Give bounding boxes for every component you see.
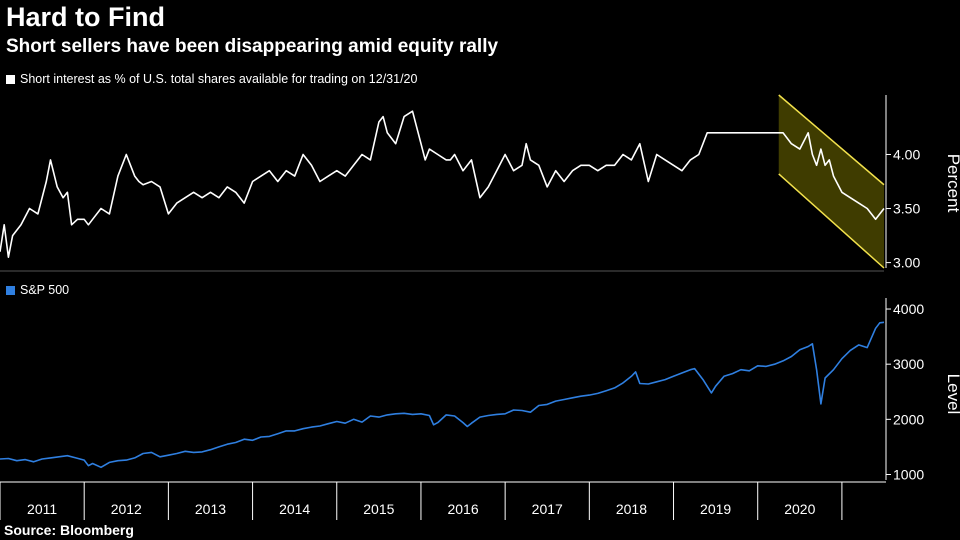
legend-label-short-interest: Short interest as % of U.S. total shares… xyxy=(20,72,418,86)
legend-sp500: S&P 500 xyxy=(6,283,69,297)
sp500-y-tick-label: 4000 xyxy=(893,301,924,317)
x-tick-label: 2019 xyxy=(700,501,731,517)
source-note: Source: Bloomberg xyxy=(4,522,134,538)
x-tick-label: 2012 xyxy=(111,501,142,517)
x-axis: 2011 2012 2013 2014 2015 2016 2017 2018 2019 2020 xyxy=(0,481,886,520)
legend-short-interest: Short interest as % of U.S. total shares… xyxy=(6,72,417,86)
trend-channel xyxy=(778,95,884,268)
legend-swatch-blue xyxy=(6,285,15,295)
short-interest-panel: 3.00 3.50 4.00 Percent xyxy=(0,94,960,271)
sp500-series-line xyxy=(0,321,885,469)
x-tick-label: 2016 xyxy=(447,501,478,517)
sp500-y-tick-label: 2000 xyxy=(893,411,924,427)
x-tick-label: 2013 xyxy=(195,501,226,517)
x-tick-label: 2018 xyxy=(616,501,647,517)
trend-channel-lower xyxy=(778,173,885,269)
x-tick-label: 2014 xyxy=(279,501,310,517)
short-interest-y-tick-label: 3.50 xyxy=(893,201,920,217)
short-interest-y-tick-label: 3.00 xyxy=(893,255,920,271)
short-interest-y-tick-label: 4.00 xyxy=(893,146,920,162)
sp500-y-tick-label: 3000 xyxy=(893,356,924,372)
x-tick-label: 2011 xyxy=(27,501,57,517)
sp500-panel: 1000 2000 3000 4000 Level xyxy=(0,298,960,482)
trend-channel-upper xyxy=(778,94,885,186)
sp500-y-axis-title: Level xyxy=(944,374,960,415)
legend-label-sp500: S&P 500 xyxy=(20,283,70,297)
sp500-y-tick-label: 1000 xyxy=(893,466,924,482)
x-tick-label: 2017 xyxy=(532,501,563,517)
short-interest-series-line xyxy=(0,110,885,258)
x-tick-label: 2015 xyxy=(363,501,394,517)
chart-subtitle: Short sellers have been disappearing ami… xyxy=(6,36,499,57)
x-tick-label: 2020 xyxy=(784,501,815,517)
legend-swatch-white xyxy=(6,74,15,84)
chart-title: Hard to Find xyxy=(6,2,165,32)
short-interest-y-axis-title: Percent xyxy=(944,154,960,213)
